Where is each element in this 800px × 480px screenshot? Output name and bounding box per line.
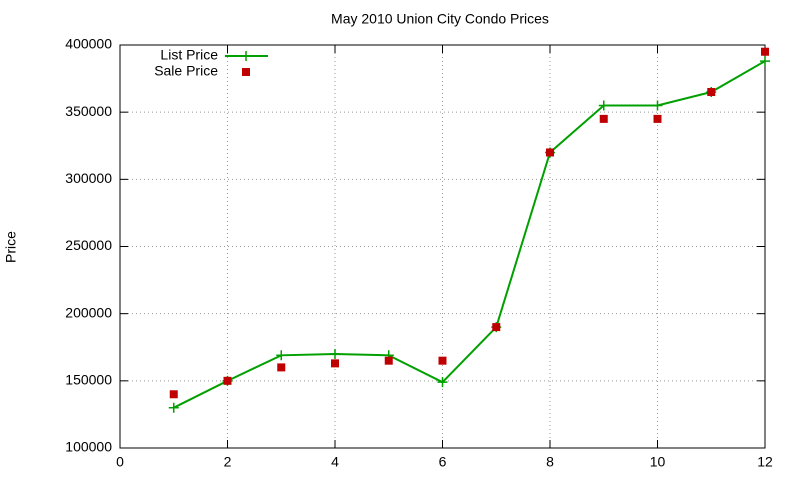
data-point <box>761 47 769 56</box>
data-point <box>277 363 286 372</box>
x-tick-label: 8 <box>546 454 554 470</box>
x-tick-label: 10 <box>650 454 666 470</box>
data-point <box>437 377 448 388</box>
x-tick-label: 6 <box>439 454 447 470</box>
data-point <box>760 56 770 67</box>
data-point <box>598 100 609 111</box>
series-line <box>173 60 766 409</box>
y-tick-label: 100000 <box>65 439 112 455</box>
plot-border <box>119 44 766 449</box>
data-point <box>438 356 447 365</box>
legend-marker <box>242 68 250 76</box>
data-point <box>707 88 716 97</box>
y-axis-label: Price <box>3 231 19 263</box>
legend-marker <box>241 51 251 61</box>
y-tick-label: 400000 <box>65 36 112 52</box>
y-tick-label: 350000 <box>65 103 112 119</box>
data-point <box>652 100 663 111</box>
data-point <box>330 348 340 359</box>
legend-label: List Price <box>160 47 218 63</box>
legend-label: Sale Price <box>154 63 218 79</box>
x-tick-label: 0 <box>116 454 124 470</box>
data-point <box>546 148 554 157</box>
y-tick-label: 300000 <box>65 170 112 186</box>
data-point <box>653 114 662 123</box>
data-point <box>384 356 393 365</box>
y-tick-label: 250000 <box>65 237 112 253</box>
data-point <box>331 359 339 368</box>
data-point <box>276 350 287 361</box>
data-point <box>492 323 501 332</box>
x-tick-label: 4 <box>331 454 339 470</box>
x-tick-label: 2 <box>224 454 232 470</box>
y-tick-label: 200000 <box>65 304 112 320</box>
data-point <box>168 402 179 413</box>
data-point <box>223 376 232 385</box>
x-tick-label: 12 <box>757 454 773 470</box>
y-tick-label: 150000 <box>65 372 112 388</box>
data-point <box>599 114 608 123</box>
data-point <box>169 390 178 399</box>
chart-title: May 2010 Union City Condo Prices <box>331 11 549 27</box>
